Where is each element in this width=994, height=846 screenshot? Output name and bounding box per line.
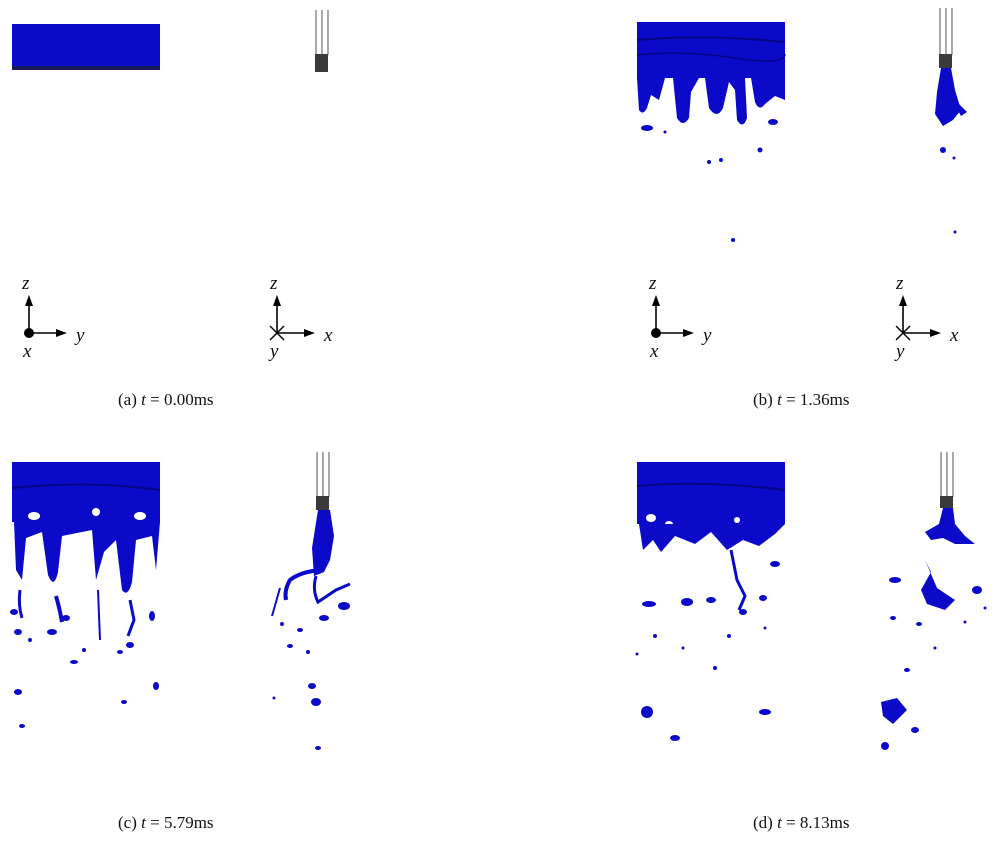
panel-c: (c) t = 5.79ms [0,440,380,846]
axis-label-z: z [22,273,30,294]
axis-label-z: z [649,273,657,294]
side-axes-b [895,295,941,341]
axis-label-z: z [270,273,278,294]
nozzle-side [315,10,329,72]
caption-c: (c) t = 5.79ms [118,813,214,832]
nozzle-side-b [939,8,953,68]
caption-b: (b) t = 1.36ms [753,390,850,409]
axis-label-y: y [270,341,279,362]
liquid-side-b [935,68,967,234]
axis-label-x: x [324,325,333,346]
caption-d: (d) t = 8.13ms [753,813,850,832]
liquid-side-d [881,508,987,750]
panel-b: z y x z x y (b) t = 1.36ms [625,0,994,420]
nozzle-side-c [316,452,330,510]
axis-label-x: x [650,341,659,362]
axis-label-y: y [76,325,85,346]
liquid-front-c [10,462,161,728]
liquid-side-c [271,510,351,750]
front-axes-b [651,295,694,338]
panel-d: (d) t = 8.13ms [625,440,994,846]
liquid-sheet-front [12,24,160,70]
panel-a-figure [12,10,329,72]
front-axes-a [24,295,67,338]
caption-a: (a) t = 0.00ms [118,390,214,409]
axis-label-y: y [896,341,905,362]
axis-label-x: x [23,341,32,362]
axis-label-z: z [896,273,904,294]
axis-label-y: y [703,325,712,346]
liquid-front-d [635,462,786,741]
panel-a: z y x z x y (a) t = 0.00ms [0,0,360,420]
side-axes-a [269,295,315,341]
panel-d-figure [635,452,987,750]
axis-label-x: x [950,325,959,346]
panel-c-figure [10,452,351,750]
nozzle-side-d [940,452,954,508]
panel-b-figure [636,8,967,242]
liquid-sheet-front-bottom-edge [12,66,160,70]
liquid-front-b [636,22,786,242]
